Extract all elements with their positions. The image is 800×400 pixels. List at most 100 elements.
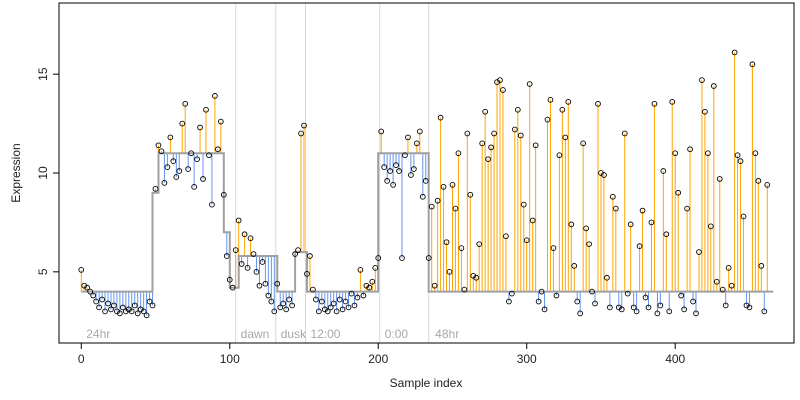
data-point (618, 306, 625, 313)
data-point (330, 300, 337, 307)
data-point (595, 100, 601, 107)
data-point (369, 278, 376, 285)
data-point (247, 235, 254, 242)
data-point (143, 312, 150, 319)
data-point (402, 152, 408, 159)
y-tick-label: 5 (36, 268, 50, 275)
data-point (277, 304, 284, 311)
data-point (541, 306, 548, 313)
data-point (146, 298, 153, 305)
x-tick-label: 400 (665, 352, 685, 366)
data-point (220, 191, 227, 198)
data-point (212, 93, 218, 99)
data-point (262, 280, 269, 287)
data-point (562, 134, 569, 141)
data-point (289, 302, 295, 309)
data-point (105, 300, 111, 307)
data-point (354, 294, 361, 301)
data-point (372, 265, 379, 271)
data-point (696, 249, 702, 255)
data-point (761, 308, 768, 315)
data-point (161, 180, 168, 186)
data-point (514, 106, 521, 113)
data-point (90, 292, 97, 299)
data-point (482, 108, 489, 115)
data-point (624, 290, 631, 297)
data-point (607, 304, 613, 311)
data-point (553, 292, 560, 299)
data-point (307, 253, 313, 259)
data-point (473, 274, 480, 281)
data-point (702, 108, 708, 115)
data-point (416, 128, 423, 135)
data-point (589, 288, 595, 295)
data-point (378, 128, 385, 135)
data-point (431, 282, 438, 289)
data-point (271, 308, 278, 315)
data-point (758, 263, 765, 269)
data-point (740, 213, 747, 220)
data-point (194, 156, 200, 163)
residual-stems (80, 52, 768, 316)
data-point (636, 243, 643, 249)
data-point (568, 221, 575, 228)
data-point (725, 265, 732, 271)
data-point (295, 247, 301, 253)
data-point (535, 298, 542, 305)
data-point (538, 288, 545, 295)
phase-label: 0:00 (385, 327, 409, 341)
data-point (654, 310, 661, 317)
data-point (206, 152, 212, 159)
data-point (131, 302, 138, 309)
data-point (577, 310, 584, 317)
data-point (182, 100, 189, 107)
data-point (547, 97, 554, 103)
data-point (117, 310, 123, 317)
data-point (699, 77, 705, 83)
data-point (390, 182, 396, 188)
data-point (509, 290, 515, 297)
data-point (446, 268, 453, 275)
data-point (158, 148, 165, 155)
data-point (746, 304, 753, 311)
data-point (333, 308, 340, 315)
data-point (304, 270, 310, 277)
data-point (461, 286, 468, 293)
data-point (443, 239, 450, 246)
data-point (128, 308, 135, 315)
x-tick-label: 300 (517, 352, 537, 366)
data-point (318, 298, 325, 305)
data-point (452, 205, 459, 212)
data-point (238, 261, 245, 267)
data-point (684, 205, 690, 212)
data-point (134, 310, 141, 317)
data-point (559, 106, 566, 113)
data-point (586, 241, 592, 248)
data-point (396, 168, 402, 174)
data-point (529, 217, 536, 224)
fitted-step-path (81, 152, 774, 293)
data-point (102, 308, 108, 315)
data-point (84, 284, 91, 291)
phase-label: 24hr (86, 327, 110, 341)
data-point (96, 304, 102, 311)
data-point (592, 300, 598, 307)
data-point (633, 308, 640, 315)
data-point (191, 183, 197, 190)
y-axis-title: Expression (9, 143, 23, 202)
data-point (200, 176, 206, 182)
y-tick-label: 15 (36, 67, 50, 81)
data-point (167, 134, 174, 141)
data-point (209, 201, 215, 208)
data-point (467, 191, 474, 198)
data-point (690, 298, 696, 305)
data-point (648, 219, 655, 226)
data-point (479, 140, 486, 147)
data-point (609, 193, 616, 200)
data-point (259, 259, 266, 265)
data-point (449, 182, 456, 188)
phase-label: dusk (281, 327, 307, 341)
data-point (232, 247, 239, 253)
data-point (517, 132, 524, 139)
data-point (357, 267, 364, 273)
